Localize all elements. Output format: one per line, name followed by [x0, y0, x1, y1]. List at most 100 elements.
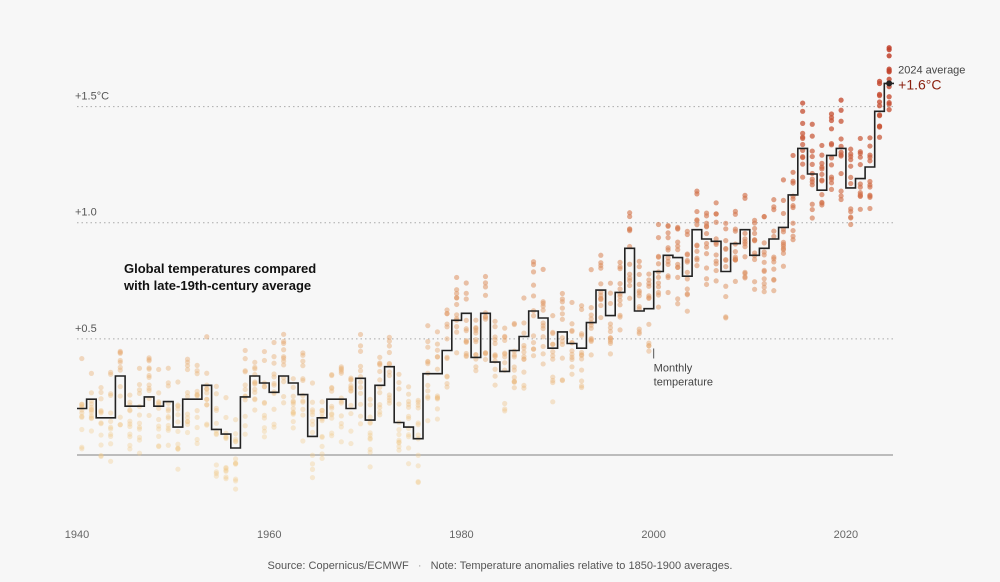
- monthly-dot: [857, 181, 863, 187]
- monthly-dot: [127, 423, 133, 430]
- monthly-dot: [425, 359, 431, 365]
- monthly-dot: [261, 412, 268, 418]
- monthly-dot: [761, 249, 767, 255]
- monthly-dot: [117, 359, 123, 365]
- monthly-dot: [530, 339, 537, 346]
- monthly-dot: [665, 289, 671, 296]
- monthly-dot: [521, 320, 527, 326]
- monthly-dot: [867, 205, 873, 212]
- monthly-dot: [146, 365, 152, 371]
- monthly-dot: [732, 226, 738, 232]
- monthly-dot: [703, 251, 710, 257]
- monthly-dot: [434, 354, 441, 360]
- monthly-dot: [108, 369, 114, 375]
- monthly-dot: [521, 342, 527, 349]
- monthly-dot: [232, 476, 239, 482]
- monthly-dot: [473, 324, 479, 331]
- monthly-dot: [588, 335, 594, 342]
- monthly-dot: [559, 316, 565, 322]
- monthly-dot: [136, 426, 143, 432]
- monthly-dot: [857, 154, 863, 160]
- monthly-dot: [348, 377, 354, 383]
- monthly-dot: [281, 338, 287, 345]
- monthly-dot: [117, 414, 123, 420]
- monthly-dot: [425, 393, 431, 400]
- monthly-dots: [79, 45, 892, 492]
- monthly-dot: [396, 439, 402, 445]
- monthly-dot: [88, 409, 95, 415]
- monthly-dot: [550, 341, 556, 347]
- monthly-dot: [281, 331, 287, 337]
- monthly-dot: [434, 396, 441, 402]
- monthly-dot: [473, 364, 479, 370]
- monthly-dot: [117, 357, 123, 364]
- monthly-dot: [838, 118, 844, 124]
- monthly-dot: [627, 271, 633, 277]
- monthly-dot: [242, 397, 248, 403]
- monthly-dot: [367, 464, 373, 470]
- monthly-dot: [175, 406, 181, 412]
- monthly-dot: [723, 226, 729, 232]
- monthly-dot: [454, 350, 460, 356]
- monthly-dot: [848, 153, 854, 160]
- monthly-dot: [357, 343, 364, 349]
- monthly-dot: [492, 366, 498, 372]
- monthly-dot: [857, 193, 863, 199]
- monthly-dot: [348, 376, 354, 382]
- monthly-dot: [569, 356, 575, 363]
- monthly-dot: [771, 207, 777, 213]
- monthly-dot: [309, 407, 316, 413]
- monthly-dot: [598, 289, 604, 295]
- monthly-dot: [540, 266, 546, 272]
- monthly-dot: [838, 107, 844, 113]
- monthly-dot: [607, 340, 614, 346]
- monthly-dot: [261, 384, 268, 390]
- monthly-dot: [175, 403, 181, 409]
- monthly-dot: [454, 295, 460, 301]
- monthly-dot: [108, 431, 114, 437]
- monthly-dot: [165, 425, 171, 432]
- monthly-dot: [482, 350, 489, 356]
- monthly-dot: [223, 476, 229, 482]
- monthly-dot: [165, 413, 171, 420]
- monthly-dot: [780, 229, 787, 235]
- monthly-dot: [550, 356, 556, 362]
- monthly-dot: [684, 252, 690, 258]
- monthly-dot: [184, 390, 191, 396]
- monthly-dot: [175, 402, 181, 408]
- monthly-dot: [136, 412, 143, 418]
- monthly-dot: [136, 387, 143, 393]
- monthly-dot: [530, 333, 537, 339]
- monthly-dot: [790, 237, 796, 243]
- monthly-dot: [848, 174, 854, 181]
- monthly-dot: [232, 486, 239, 492]
- monthly-dot: [482, 280, 489, 286]
- monthly-dot: [338, 400, 344, 406]
- monthly-dot: [780, 177, 787, 183]
- monthly-dot: [434, 354, 441, 360]
- monthly-dot: [742, 192, 748, 198]
- monthly-dot: [405, 404, 412, 410]
- monthly-dot: [184, 411, 191, 417]
- monthly-dot: [127, 421, 133, 427]
- latest-average-label: 2024 average: [898, 64, 965, 76]
- monthly-dot: [204, 386, 210, 392]
- monthly-dot: [482, 314, 489, 320]
- monthly-dot: [329, 430, 335, 436]
- monthly-dot: [607, 325, 614, 331]
- monthly-dot: [165, 365, 171, 371]
- monthly-dot: [588, 312, 594, 318]
- monthly-dot: [175, 446, 181, 452]
- monthly-dot: [636, 264, 642, 270]
- monthly-dot: [252, 386, 258, 392]
- monthly-dot: [194, 371, 200, 377]
- monthly-dot: [780, 197, 787, 203]
- monthly-dot: [79, 401, 85, 407]
- monthly-dot: [88, 370, 95, 376]
- monthly-dot: [867, 193, 873, 199]
- monthly-dot: [742, 254, 748, 260]
- monthly-dot: [444, 321, 450, 327]
- gridlines: +1.5°C +1.0 +0.5: [75, 91, 893, 456]
- monthly-dot: [588, 325, 594, 331]
- monthly-dot: [636, 329, 642, 335]
